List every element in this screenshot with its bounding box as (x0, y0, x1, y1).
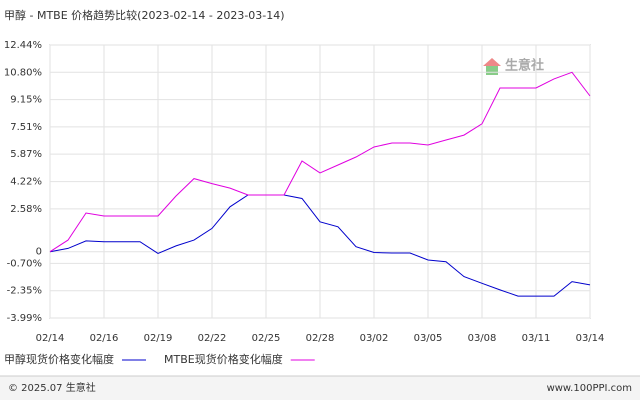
x-tick-label: 03/05 (414, 333, 443, 344)
x-tick-label: 02/22 (198, 333, 227, 344)
y-tick-label: 5.87% (10, 149, 42, 160)
logo-body (486, 66, 498, 75)
x-tick-label: 02/28 (306, 333, 335, 344)
y-tick-label: 12.44% (4, 40, 42, 51)
legend-label: MTBE现货价格变化幅度 (164, 352, 283, 366)
logo-roof (483, 58, 501, 66)
y-tick-label: -2.35% (7, 286, 42, 297)
watermark: 生意社 (505, 58, 544, 74)
y-tick-label: 10.80% (4, 67, 42, 78)
x-tick-label: 03/02 (360, 333, 389, 344)
x-tick-label: 03/08 (468, 333, 497, 344)
y-tick-label: 7.51% (10, 122, 42, 133)
series-line (49, 194, 591, 297)
footer-bar (0, 376, 640, 400)
series-line (49, 71, 591, 253)
footer-copyright: © 2025.07 生意社 (8, 381, 96, 394)
x-tick-label: 02/16 (90, 333, 119, 344)
x-tick-label: 03/14 (576, 333, 605, 344)
chart-title: 甲醇 - MTBE 价格趋势比较(2023-02-14 - 2023-03-14… (4, 8, 285, 22)
watermark-logo: 生意社 (483, 58, 544, 75)
footer-site: www.100PPI.com (547, 383, 632, 394)
y-tick-label: -0.70% (7, 258, 42, 269)
y-tick-label: 0 (36, 247, 42, 258)
y-tick-label: 2.58% (10, 204, 42, 215)
x-tick-label: 03/11 (522, 333, 551, 344)
legend-label: 甲醇现货价格变化幅度 (4, 352, 114, 366)
x-tick-label: 02/19 (144, 333, 173, 344)
x-tick-label: 02/25 (252, 333, 281, 344)
y-tick-label: 9.15% (10, 95, 42, 106)
y-tick-label: 4.22% (10, 177, 42, 188)
x-tick-label: 02/14 (36, 333, 65, 344)
y-tick-label: -3.99% (7, 313, 42, 324)
